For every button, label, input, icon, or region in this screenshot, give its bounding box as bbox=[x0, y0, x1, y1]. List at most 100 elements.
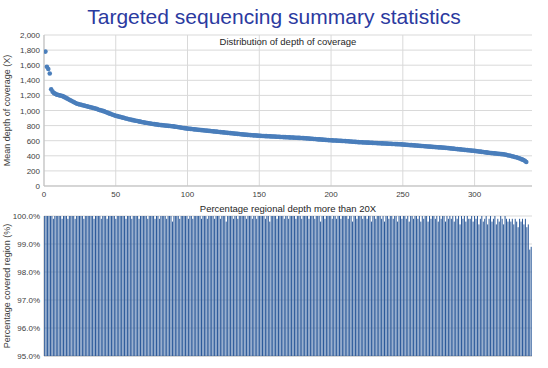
bar bbox=[166, 219, 167, 356]
bar bbox=[383, 216, 384, 356]
bar bbox=[435, 219, 436, 356]
bar bbox=[76, 216, 77, 356]
bar bbox=[467, 216, 468, 356]
bar bbox=[483, 222, 484, 356]
point bbox=[46, 67, 51, 72]
bar bbox=[342, 216, 343, 356]
bar bbox=[201, 219, 202, 356]
bar bbox=[262, 216, 263, 356]
bar bbox=[518, 227, 519, 356]
grid-line bbox=[115, 35, 116, 186]
bar bbox=[525, 219, 526, 356]
bar bbox=[426, 216, 427, 356]
bar bbox=[474, 216, 475, 356]
bar bbox=[44, 216, 45, 356]
bar bbox=[352, 222, 353, 356]
bar bbox=[460, 224, 461, 356]
bar bbox=[403, 216, 404, 356]
bar bbox=[423, 219, 424, 356]
bar bbox=[452, 216, 453, 356]
bar bbox=[242, 216, 243, 356]
bar bbox=[433, 216, 434, 356]
bar bbox=[54, 216, 55, 356]
bar bbox=[381, 219, 382, 356]
bar bbox=[375, 219, 376, 356]
bar bbox=[147, 219, 148, 356]
bar bbox=[108, 216, 109, 356]
bar bbox=[494, 216, 495, 356]
bar bbox=[127, 216, 128, 356]
bar bbox=[512, 219, 513, 356]
bar bbox=[227, 216, 228, 356]
bar bbox=[510, 222, 511, 356]
bar bbox=[400, 216, 401, 356]
bar bbox=[155, 219, 156, 356]
bar bbox=[200, 216, 201, 356]
bar bbox=[388, 219, 389, 356]
bar bbox=[446, 216, 447, 356]
bar bbox=[128, 216, 129, 356]
bar bbox=[441, 219, 442, 356]
bar bbox=[428, 222, 429, 356]
bar bbox=[336, 219, 337, 356]
bar bbox=[152, 216, 153, 356]
bar bbox=[53, 219, 54, 356]
bar bbox=[407, 216, 408, 356]
bar bbox=[80, 216, 81, 356]
bar bbox=[234, 216, 235, 356]
bar bbox=[83, 219, 84, 356]
bar bbox=[237, 219, 238, 356]
bar bbox=[188, 219, 189, 356]
y-tick-label: 1,400 bbox=[20, 76, 41, 85]
bar bbox=[308, 219, 309, 356]
bar bbox=[115, 219, 116, 356]
bar bbox=[223, 216, 224, 356]
x-tick-label: 150 bbox=[253, 190, 267, 199]
bar bbox=[422, 216, 423, 356]
bar bbox=[99, 216, 100, 356]
bar bbox=[399, 216, 400, 356]
bar bbox=[291, 216, 292, 356]
bar bbox=[502, 219, 503, 356]
bar bbox=[277, 219, 278, 356]
y-tick-label: 0 bbox=[36, 182, 41, 191]
bar bbox=[107, 219, 108, 356]
bar bbox=[91, 216, 92, 356]
bar bbox=[178, 216, 179, 356]
bar bbox=[191, 216, 192, 356]
bar bbox=[281, 216, 282, 356]
bar bbox=[156, 216, 157, 356]
bar bbox=[304, 216, 305, 356]
bar bbox=[461, 216, 462, 356]
bar bbox=[160, 216, 161, 356]
bar bbox=[56, 216, 57, 356]
bar bbox=[307, 216, 308, 356]
bar bbox=[247, 216, 248, 356]
chart-title: Distribution of depth of coverage bbox=[220, 36, 357, 47]
bar bbox=[214, 219, 215, 356]
bar bbox=[471, 216, 472, 356]
bar bbox=[120, 216, 121, 356]
grid-line bbox=[44, 50, 532, 51]
bar bbox=[298, 216, 299, 356]
bar bbox=[284, 219, 285, 356]
bar bbox=[149, 216, 150, 356]
bar bbox=[82, 216, 83, 356]
bar bbox=[136, 216, 137, 356]
bar bbox=[368, 216, 369, 356]
bar bbox=[409, 222, 410, 356]
grid-line bbox=[259, 35, 260, 186]
bar bbox=[430, 219, 431, 356]
bar bbox=[265, 219, 266, 356]
bar bbox=[327, 216, 328, 356]
bar bbox=[300, 216, 301, 356]
grid-line bbox=[44, 155, 532, 156]
bar bbox=[150, 216, 151, 356]
bar bbox=[391, 216, 392, 356]
grid-line bbox=[474, 35, 475, 186]
bar bbox=[111, 216, 112, 356]
bar bbox=[367, 219, 368, 356]
y-axis bbox=[44, 216, 45, 356]
bar bbox=[230, 216, 231, 356]
bar bbox=[252, 219, 253, 356]
